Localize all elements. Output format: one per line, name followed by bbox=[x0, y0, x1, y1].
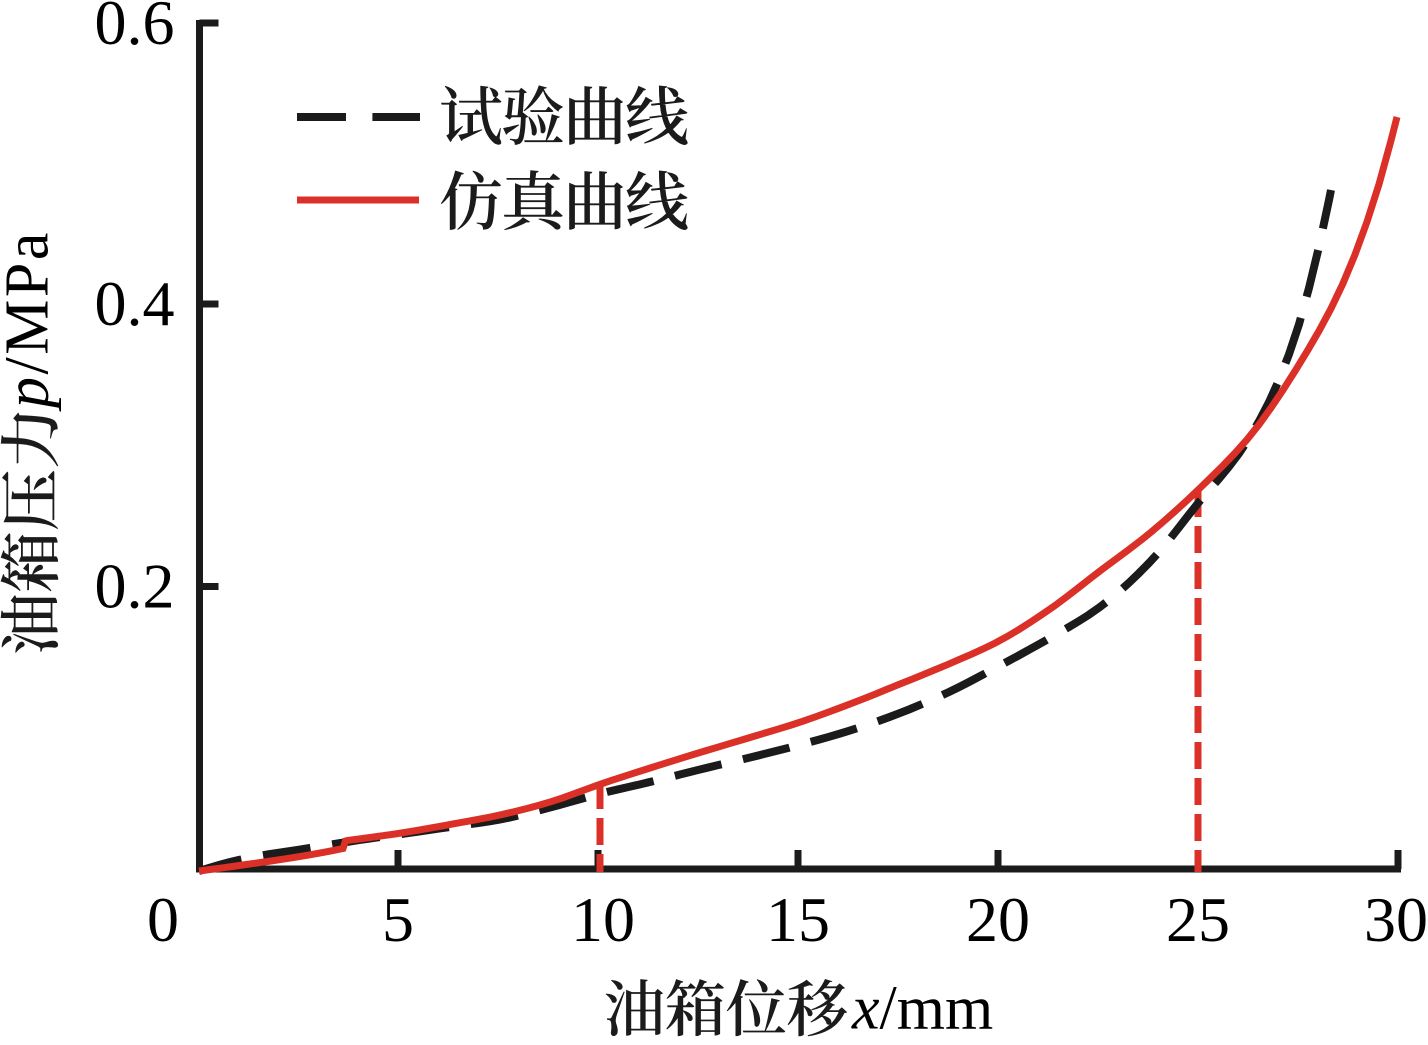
svg-text:0.6: 0.6 bbox=[95, 0, 175, 58]
svg-text:15: 15 bbox=[766, 884, 830, 955]
svg-text:10: 10 bbox=[571, 884, 635, 955]
svg-text:25: 25 bbox=[1166, 884, 1230, 955]
svg-text:20: 20 bbox=[966, 884, 1030, 955]
svg-text:p/MPa: p/MPa bbox=[0, 230, 62, 412]
svg-text:0.2: 0.2 bbox=[95, 551, 175, 622]
svg-text:30: 30 bbox=[1364, 884, 1428, 955]
svg-text:0: 0 bbox=[147, 884, 179, 955]
svg-text:5: 5 bbox=[382, 884, 414, 955]
svg-text:0.4: 0.4 bbox=[95, 268, 175, 339]
svg-text:x/mm: x/mm bbox=[851, 975, 993, 1041]
